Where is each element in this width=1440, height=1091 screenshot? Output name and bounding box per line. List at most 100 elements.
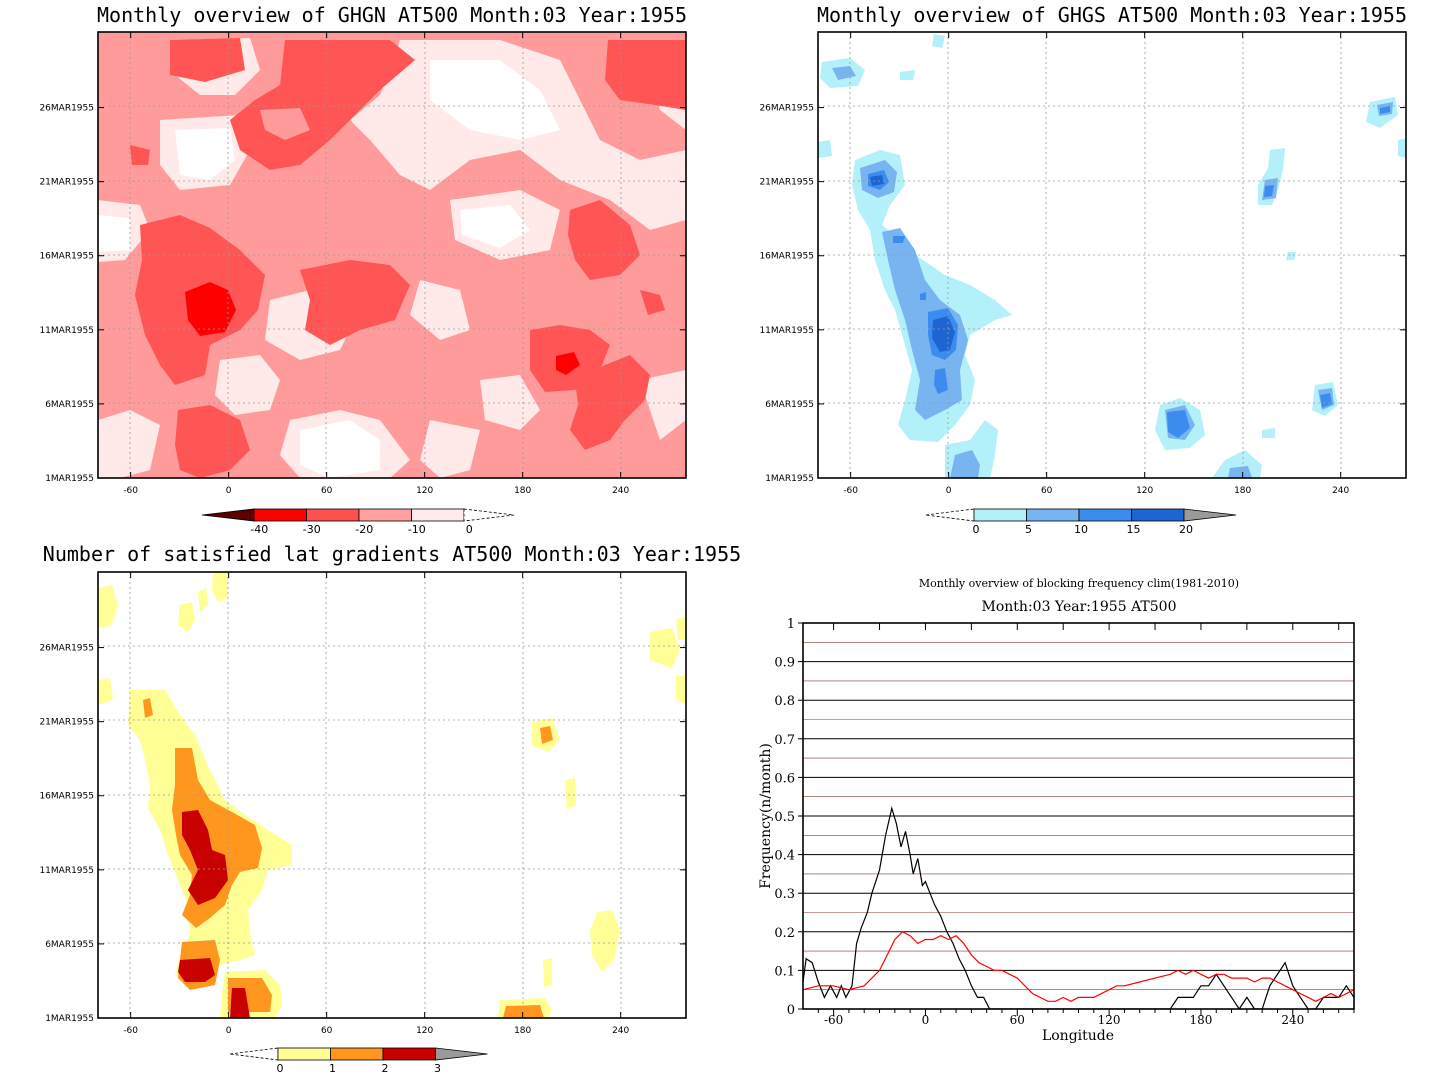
panel-ghgs-grid bbox=[818, 32, 1406, 478]
colorbar-label: 2 bbox=[382, 1062, 389, 1075]
frequency-ytick-label: 0.6 bbox=[774, 771, 795, 786]
x-tick-label: 60 bbox=[321, 1026, 333, 1036]
frequency-xtick-label: 0 bbox=[922, 1013, 930, 1027]
y-tick-label: 26MAR1955 bbox=[39, 104, 94, 114]
colorbar-label: 10 bbox=[1074, 523, 1088, 536]
frequency-xtick-label: 240 bbox=[1281, 1013, 1304, 1027]
panel-grad-grid bbox=[98, 572, 686, 1018]
colorbar-swatch bbox=[411, 508, 465, 522]
panel-ghgs: Monthly overview of GHGS AT500 Month:03 … bbox=[759, 3, 1407, 536]
colorbar-label: 0 bbox=[277, 1062, 284, 1075]
x-tick-label: 0 bbox=[226, 486, 232, 496]
panel-grad-axes: -60 0 60 120 180 240 1MAR1955 6MAR1955 11MAR1955… bbox=[39, 572, 686, 1036]
panel-ghgn: Monthly overview of GHGN AT500 Month:03 … bbox=[39, 3, 687, 536]
x-tick-label: 60 bbox=[1041, 486, 1053, 496]
panel-grad-frame bbox=[97, 571, 687, 1019]
y-tick-label: 6MAR1955 bbox=[765, 400, 814, 410]
colorbar-label: -40 bbox=[250, 523, 268, 536]
panel-ghgn-grid bbox=[98, 32, 686, 478]
frequency-ytick-label: 0.1 bbox=[774, 964, 795, 979]
frequency-series-black bbox=[803, 805, 1354, 1009]
frequency-xtick-label: 120 bbox=[1098, 1013, 1121, 1027]
colorbar-swatch bbox=[306, 508, 360, 522]
panel-ghgs-field bbox=[818, 32, 1406, 478]
colorbar-label: 0 bbox=[466, 523, 473, 536]
y-tick-label: 26MAR1955 bbox=[39, 644, 94, 654]
y-tick-label: 11MAR1955 bbox=[759, 326, 814, 336]
frequency-series bbox=[803, 805, 1354, 1009]
frequency-title: Monthly overview of blocking frequency c… bbox=[919, 577, 1239, 590]
x-tick-label: 240 bbox=[612, 486, 629, 496]
x-tick-label: 0 bbox=[946, 486, 952, 496]
colorbar-label: 3 bbox=[434, 1062, 441, 1075]
y-tick-label: 6MAR1955 bbox=[45, 400, 94, 410]
x-tick-label: 240 bbox=[612, 1026, 629, 1036]
y-tick-label: 16MAR1955 bbox=[759, 252, 814, 262]
colorbar-swatch bbox=[358, 508, 412, 522]
panel-grad-colorbar: 0 1 2 3 bbox=[229, 1047, 488, 1075]
colorbar-swatch bbox=[1131, 508, 1185, 522]
frequency-ytick-label: 1 bbox=[787, 617, 795, 632]
colorbar-label: 15 bbox=[1127, 523, 1141, 536]
y-tick-label: 21MAR1955 bbox=[759, 178, 814, 188]
colorbar-end-triangle bbox=[1183, 508, 1237, 522]
colorbar-label: -20 bbox=[355, 523, 373, 536]
panel-frequency: Monthly overview of blocking frequency c… bbox=[758, 577, 1355, 1044]
frequency-series-red bbox=[803, 931, 1354, 1002]
x-tick-label: 60 bbox=[321, 486, 333, 496]
colorbar-swatch bbox=[253, 508, 307, 522]
frequency-xlabel: Longitude bbox=[1042, 1028, 1114, 1044]
frequency-xtick-label: 180 bbox=[1189, 1013, 1212, 1027]
x-tick-label: 240 bbox=[1332, 486, 1349, 496]
y-tick-label: 1MAR1955 bbox=[45, 1014, 94, 1024]
frequency-gridlines bbox=[803, 641, 1354, 991]
colorbar-end-triangle bbox=[463, 508, 515, 522]
colorbar-swatch bbox=[973, 508, 1027, 522]
panel-ghgs-frame bbox=[817, 31, 1407, 479]
colorbar-end-triangle bbox=[201, 508, 255, 522]
colorbar-end-triangle bbox=[229, 1047, 279, 1061]
frequency-ytick-label: 0.8 bbox=[774, 694, 795, 709]
y-tick-label: 21MAR1955 bbox=[39, 718, 94, 728]
panel-ghgn-field bbox=[98, 32, 686, 478]
x-tick-label: 180 bbox=[514, 1026, 531, 1036]
colorbar-end-triangle bbox=[435, 1047, 488, 1061]
colorbar-label: -10 bbox=[408, 523, 426, 536]
frequency-xtick-label: -60 bbox=[824, 1013, 843, 1027]
frequency-ytick-label: 0.5 bbox=[774, 810, 795, 825]
x-tick-label: -60 bbox=[843, 486, 858, 496]
colorbar-label: 5 bbox=[1025, 523, 1032, 536]
y-tick-label: 11MAR1955 bbox=[39, 866, 94, 876]
frequency-ytick-label: 0.2 bbox=[774, 926, 795, 941]
frequency-axes: 0 0.1 0.2 0.3 0.4 0.5 0.6 0.7 0.8 0.9 1 -60 0 60 120 18… bbox=[774, 617, 1355, 1027]
panel-grad-field bbox=[98, 572, 686, 1018]
y-tick-label: 1MAR1955 bbox=[45, 474, 94, 484]
panel-ghgn-axes: -60 0 60 120 180 240 1MAR1955 6MAR1955 11MAR1955… bbox=[39, 32, 686, 496]
y-tick-label: 16MAR1955 bbox=[39, 792, 94, 802]
colorbar-swatch bbox=[1026, 508, 1080, 522]
y-tick-label: 11MAR1955 bbox=[39, 326, 94, 336]
colorbar-swatch bbox=[330, 1047, 384, 1061]
panel-ghgn-frame bbox=[97, 31, 687, 479]
panel-ghgs-colorbar: 0 5 10 15 20 bbox=[925, 508, 1237, 536]
x-tick-label: 120 bbox=[416, 486, 433, 496]
colorbar-label: 20 bbox=[1179, 523, 1193, 536]
colorbar-label: 1 bbox=[329, 1062, 336, 1075]
y-tick-label: 26MAR1955 bbox=[759, 104, 814, 114]
y-tick-label: 16MAR1955 bbox=[39, 252, 94, 262]
colorbar-swatch bbox=[277, 1047, 331, 1061]
colorbar-label: -30 bbox=[303, 523, 321, 536]
x-tick-label: 180 bbox=[1234, 486, 1251, 496]
colorbar-end-triangle bbox=[925, 508, 975, 522]
panel-ghgn-title: Monthly overview of GHGN AT500 Month:03 … bbox=[97, 3, 687, 27]
y-tick-label: 21MAR1955 bbox=[39, 178, 94, 188]
x-tick-label: 0 bbox=[226, 1026, 232, 1036]
x-tick-label: -60 bbox=[123, 1026, 138, 1036]
x-tick-label: 180 bbox=[514, 486, 531, 496]
y-tick-label: 1MAR1955 bbox=[765, 474, 814, 484]
colorbar-swatch bbox=[1078, 508, 1132, 522]
panel-ghgs-axes: -60 0 60 120 180 240 1MAR1955 6MAR1955 11MAR1955… bbox=[759, 32, 1406, 496]
frequency-ylabel: Frequency(n/month) bbox=[758, 743, 774, 889]
x-tick-label: 120 bbox=[1136, 486, 1153, 496]
